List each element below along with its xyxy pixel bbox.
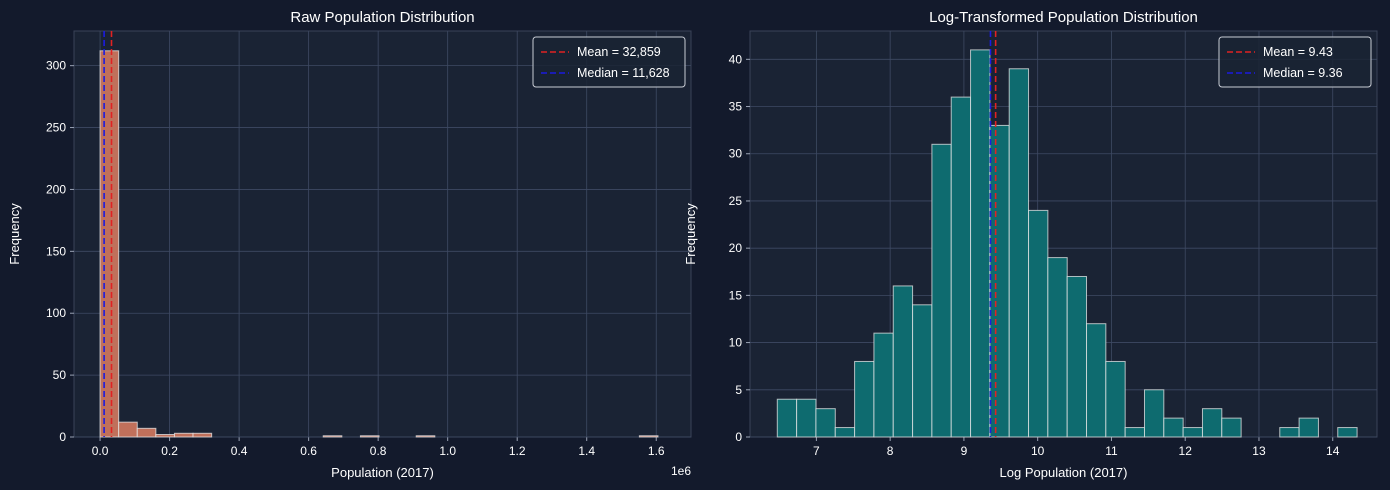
chart1-y-tick-label: 250 xyxy=(46,121,66,135)
chart1-x-tick-label: 1.2 xyxy=(509,444,526,458)
chart2-histogram-bar xyxy=(796,398,817,438)
chart1-title: Raw Population Distribution xyxy=(290,9,474,26)
chart1-x-tick-label: 1.0 xyxy=(439,444,456,458)
chart2-y-tick-label: 10 xyxy=(729,336,743,350)
chart1-y-tick-label: 300 xyxy=(46,59,66,73)
chart2-histogram-bar xyxy=(1337,427,1358,438)
chart2-histogram-bar xyxy=(1124,427,1145,438)
chart1-group: 0.0 0.2 0.4 0.6 0.8 1.0 1.2 1.4 1.6 0 50 100 150 200 2… xyxy=(7,9,692,480)
chart2-group: 7 8 9 10 11 12 13 14 0 5 10 15 20 25 30 35 40 Log-Transfo… xyxy=(683,9,1378,480)
chart2-histogram-bar xyxy=(912,304,933,438)
chart1-x-tick-label: 0.8 xyxy=(370,444,387,458)
chart1-x-axis-label: Population (2017) xyxy=(331,465,434,480)
chart2-x-tick-label: 8 xyxy=(887,444,894,458)
chart2-x-tick-label: 9 xyxy=(961,444,968,458)
chart2-histogram-bar xyxy=(1105,360,1126,438)
chart2-y-tick-label: 35 xyxy=(729,100,743,114)
chart1-y-tick-label: 0 xyxy=(59,430,66,444)
chart2-histogram-bar xyxy=(1066,275,1088,438)
chart1-legend-box xyxy=(532,36,686,88)
chart1-histogram-bar xyxy=(415,435,436,438)
chart1-x-offset-label: 1e6 xyxy=(671,464,691,478)
chart1-x-tick-label: 1.6 xyxy=(648,444,665,458)
chart2-x-tick-label: 11 xyxy=(1105,444,1118,458)
chart2-histogram-bar xyxy=(1008,68,1030,438)
chart2-x-axis-label: Log Population (2017) xyxy=(1000,465,1128,480)
chart2-histogram-bar xyxy=(1028,209,1049,438)
chart2-histogram-bar xyxy=(815,408,836,438)
chart2-x-tick-label: 10 xyxy=(1031,444,1045,458)
chart2-y-tick-label: 40 xyxy=(729,52,743,66)
chart1-y-axis-label: Frequency xyxy=(7,203,22,265)
chart1-legend: Mean = 32,859 Median = 11,628 xyxy=(532,36,686,88)
chart2-legend-mean-label: Mean = 9.43 xyxy=(1263,45,1333,59)
chart1-plot-area xyxy=(73,30,692,438)
chart2-title: Log-Transformed Population Distribution xyxy=(929,9,1198,26)
chart2-y-axis-label: Frequency xyxy=(683,203,698,265)
chart1-histogram-bar xyxy=(192,432,213,438)
chart2-y-tick-label: 5 xyxy=(735,383,742,397)
chart1-y-tick-label: 200 xyxy=(46,182,66,196)
chart2-histogram-bar xyxy=(854,360,875,438)
chart1-histogram-bar xyxy=(638,435,659,438)
chart2-histogram-bar xyxy=(989,124,1010,438)
chart1-histogram-bar xyxy=(155,434,175,438)
chart2-histogram-bar xyxy=(950,96,972,438)
chart2-y-tick-label: 30 xyxy=(729,147,743,161)
chart2-x-tick-label: 12 xyxy=(1179,444,1193,458)
chart2-y-tick-label: 0 xyxy=(735,430,742,444)
chart1-y-tick-label: 150 xyxy=(46,244,66,258)
chart2-y-tick-label: 25 xyxy=(729,194,743,208)
chart2-histogram-bar xyxy=(970,49,991,438)
chart2-legend: Mean = 9.43 Median = 9.36 xyxy=(1218,36,1372,88)
chart1-histogram-bar xyxy=(99,50,120,438)
chart2-histogram-bar xyxy=(1047,257,1068,438)
chart2-histogram-bar xyxy=(892,285,914,438)
chart2-histogram-bar xyxy=(1221,417,1242,438)
chart1-histogram-bar xyxy=(136,427,157,438)
chart2-histogram-bar xyxy=(931,143,952,438)
chart2-y-tick-label: 15 xyxy=(729,288,743,302)
chart1-histogram-bar xyxy=(322,435,343,438)
chart2-histogram-bar xyxy=(1298,417,1319,438)
chart1-x-tick-label: 0.0 xyxy=(92,444,109,458)
chart2-histogram-bar xyxy=(1163,417,1184,438)
chart1-histogram-bar xyxy=(118,421,138,438)
chart1-x-tick-label: 0.4 xyxy=(231,444,248,458)
chart2-histogram-bar xyxy=(776,398,798,438)
chart1-legend-mean-label: Mean = 32,859 xyxy=(577,45,661,59)
chart2-y-tick-label: 20 xyxy=(729,241,743,255)
chart1-x-tick-label: 0.6 xyxy=(300,444,317,458)
chart2-histogram-bar xyxy=(834,427,856,438)
chart2-x-tick-label: 13 xyxy=(1252,444,1266,458)
chart2-x-tick-label: 14 xyxy=(1326,444,1340,458)
chart2-legend-median-label: Median = 9.36 xyxy=(1263,66,1343,80)
chart1-x-tick-label: 0.2 xyxy=(161,444,178,458)
chart2-x-tick-label: 7 xyxy=(813,444,820,458)
chart2-histogram-bar xyxy=(1201,408,1223,438)
chart2-histogram-bar xyxy=(1279,427,1300,438)
chart2-histogram-bar xyxy=(1086,323,1107,438)
chart1-x-tick-label: 1.4 xyxy=(578,444,595,458)
chart1-y-tick-label: 50 xyxy=(53,368,67,382)
chart2-histogram-bar xyxy=(1143,389,1165,438)
chart1-histogram-bar xyxy=(173,432,194,438)
chart1-y-tick-label: 100 xyxy=(46,306,66,320)
chart2-histogram-bar xyxy=(1182,427,1203,438)
chart1-histogram-bar xyxy=(359,435,380,438)
chart1-legend-median-label: Median = 11,628 xyxy=(577,66,670,80)
chart2-histogram-bar xyxy=(873,332,894,438)
chart2-legend-box xyxy=(1218,36,1372,88)
